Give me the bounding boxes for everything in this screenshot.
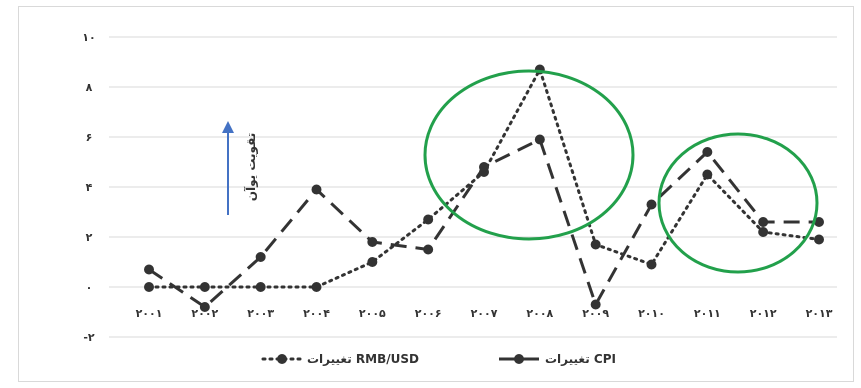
data-point xyxy=(479,162,489,172)
data-point xyxy=(814,234,824,245)
data-point xyxy=(702,169,713,180)
data-point xyxy=(423,214,434,225)
x-tick-label: ۲۰۱۳ xyxy=(806,307,833,320)
x-tick-label: ۲۰۰۱ xyxy=(136,307,163,320)
data-point xyxy=(367,257,378,267)
legend-marker-cpi xyxy=(514,354,524,364)
data-point xyxy=(255,252,266,262)
y-tick-label: -۲ xyxy=(83,331,95,344)
data-point xyxy=(814,217,824,227)
data-point xyxy=(367,237,378,247)
x-tick-label: ۲۰۰۹ xyxy=(582,307,609,320)
y-tick-label: ۴ xyxy=(86,181,93,194)
x-tick-label: ۲۰۰۴ xyxy=(303,307,330,320)
x-tick-label: ۲۰۰۶ xyxy=(415,307,442,320)
legend: تغییرات RMB/USD تغییرات CPI xyxy=(261,352,616,366)
legend-item-cpi: تغییرات CPI xyxy=(499,352,616,366)
y-axis-ticks: -۲ ۰ ۲ ۴ ۶ ۸ ۱۰ xyxy=(82,31,95,344)
data-point xyxy=(255,282,266,292)
legend-label-cpi: تغییرات CPI xyxy=(545,352,616,366)
cpi-series xyxy=(144,134,824,312)
x-tick-label: ۲۰۱۰ xyxy=(638,307,665,320)
data-point xyxy=(534,134,545,145)
x-tick-label: ۲۰۱۲ xyxy=(750,307,777,320)
y-tick-label: ۰ xyxy=(86,281,93,294)
legend-marker-rmb-usd xyxy=(277,354,287,364)
data-point xyxy=(646,259,657,270)
x-tick-label: ۲۰۰۲ xyxy=(191,307,218,320)
data-point xyxy=(199,282,210,292)
data-point xyxy=(758,217,769,227)
y-tick-label: ۸ xyxy=(86,81,93,94)
data-point xyxy=(758,227,769,237)
data-point xyxy=(423,244,434,255)
data-point xyxy=(144,264,154,275)
data-point xyxy=(199,302,210,312)
annotation-label: تقویت یوآن xyxy=(243,133,259,201)
y-tick-label: ۲ xyxy=(86,231,93,244)
arrow-head-icon xyxy=(222,121,234,133)
legend-label-rmb-usd: تغییرات RMB/USD xyxy=(307,352,419,366)
data-point xyxy=(590,239,601,250)
data-point xyxy=(311,184,322,195)
y-tick-label: ۱۰ xyxy=(82,31,95,44)
annotation: تقویت یوآن xyxy=(222,121,259,215)
legend-item-rmb-usd: تغییرات RMB/USD xyxy=(261,352,419,366)
data-point xyxy=(646,199,657,210)
data-point xyxy=(590,299,601,310)
data-point xyxy=(702,147,713,157)
x-axis-ticks: ۲۰۰۱ ۲۰۰۲ ۲۰۰۳ ۲۰۰۴ ۲۰۰۵ ۲۰۰۶ ۲۰۰۷ ۲۰۰۸ ۲۰۰۹ ۲۰۱۰… xyxy=(136,307,833,320)
chart-frame: -۲ ۰ ۲ ۴ ۶ ۸ ۱۰ ۲۰۰۱ ۲۰۰۲ ۲۰۰۳ ۲۰۰۴ ۲۰۰۵ ۲۰۰۶ ۲۰۰۷ ۲۰… xyxy=(18,6,854,382)
highlight-circle-2011 xyxy=(657,132,819,274)
data-point xyxy=(311,282,322,292)
x-tick-label: ۲۰۰۵ xyxy=(359,307,386,320)
grid-lines xyxy=(109,36,837,338)
x-tick-label: ۲۰۱۱ xyxy=(694,307,721,320)
x-tick-label: ۲۰۰۷ xyxy=(471,307,498,320)
data-point xyxy=(144,282,154,292)
highlight-circle-2008 xyxy=(423,69,635,241)
y-tick-label: ۶ xyxy=(86,131,93,144)
x-tick-label: ۲۰۰۸ xyxy=(526,307,553,320)
x-tick-label: ۲۰۰۳ xyxy=(247,307,274,320)
